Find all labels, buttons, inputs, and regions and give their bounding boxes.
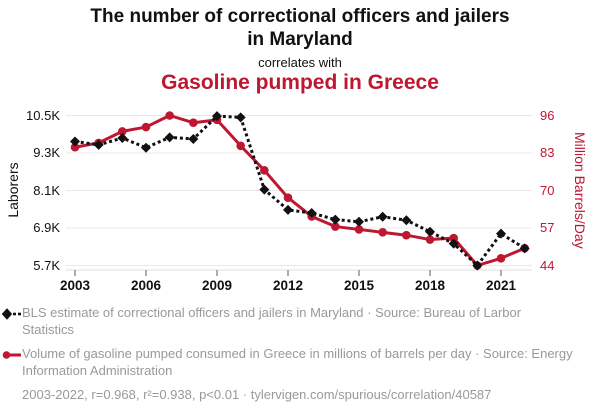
maryland-officers-marker (330, 214, 341, 225)
maryland-officers-marker (425, 226, 436, 237)
maryland-officers-marker (117, 133, 128, 143)
greece-gasoline-marker (378, 228, 387, 237)
maryland-officers-marker (401, 215, 412, 226)
black-diamond-dashed-icon (1, 304, 22, 324)
y-axis-tick-left: 6.9K (33, 220, 60, 235)
y-axis-tick-right: 70 (540, 182, 555, 198)
y-axis-tick-left: 5.7K (33, 257, 60, 273)
greece-gasoline-marker (189, 118, 198, 128)
maryland-officers-marker (354, 216, 365, 227)
y-axis-tick-right: 83 (540, 145, 555, 160)
greece-gasoline-marker (449, 233, 458, 243)
greece-gasoline-marker (70, 142, 80, 152)
correlates-with-label: correlates with (258, 55, 342, 70)
greece-gasoline-marker (425, 235, 435, 244)
maryland-officers-marker (164, 132, 175, 143)
maryland-officers-marker (472, 260, 483, 271)
maryland-officers-marker (141, 142, 152, 153)
legend-item-maryland: BLS estimate of correctional officers an… (1, 304, 594, 338)
legend: BLS estimate of correctional officers an… (1, 304, 594, 403)
maryland-officers-marker (306, 208, 317, 218)
maryland-officers-marker (212, 111, 223, 122)
legend-item-greece: Volume of gasoline pumped consumed in Gr… (2, 345, 594, 379)
x-axis-tick: 2021 (485, 278, 517, 293)
y-axis-tick-right: 57 (540, 220, 555, 235)
maryland-officers-marker (70, 136, 80, 147)
maryland-officers-marker (377, 211, 388, 222)
y-axis-tick-right: 44 (540, 257, 555, 273)
x-axis-tick: 2006 (130, 278, 162, 293)
maryland-officers-marker (283, 204, 294, 215)
stats-footer: 2003-2022, r=0.968, r²=0.938, p<0.01 · t… (22, 387, 492, 402)
maryland-officers-marker (235, 112, 246, 123)
greece-gasoline-marker (283, 193, 293, 203)
y-axis-tick-left: 9.3K (33, 145, 60, 160)
red-circle-solid-icon (2, 345, 22, 365)
greece-gasoline-marker (165, 111, 174, 120)
greece-gasoline-marker (354, 225, 364, 234)
chart-title-secondary: Gasoline pumped in Greece (161, 71, 439, 94)
legend-label-maryland: BLS estimate of correctional officers an… (22, 305, 522, 337)
maryland-officers-marker (448, 238, 459, 249)
maryland-officers-marker (259, 184, 270, 195)
greece-gasoline-marker (331, 222, 340, 231)
x-axis-tick: 2018 (414, 278, 446, 293)
x-axis-tick: 2015 (343, 278, 375, 293)
legend-label-greece: Volume of gasoline pumped consumed in Gr… (22, 346, 573, 378)
x-axis-tick: 2003 (59, 278, 91, 293)
greece-gasoline-marker (402, 230, 411, 240)
right-axis-title: Million Barrels/Day (572, 132, 588, 249)
y-axis-tick-left: 10.5K (26, 107, 60, 123)
maryland-officers-marker (496, 228, 507, 239)
y-axis-tick-left: 8.1K (33, 182, 60, 198)
y-axis-tick-right: 96 (540, 107, 555, 123)
greece-gasoline-marker (118, 127, 127, 136)
x-axis-tick: 2009 (201, 278, 233, 293)
greece-gasoline-marker (496, 253, 506, 263)
greece-gasoline-marker (260, 166, 269, 175)
greece-gasoline-marker (141, 122, 151, 132)
maryland-officers-marker (93, 139, 104, 150)
maryland-officers-marker (519, 243, 530, 254)
x-axis-tick: 2012 (272, 278, 304, 293)
maryland-officers-marker (188, 133, 199, 144)
chart-title: The number of correctional officers and … (90, 6, 510, 50)
greece-gasoline-marker (236, 141, 245, 151)
